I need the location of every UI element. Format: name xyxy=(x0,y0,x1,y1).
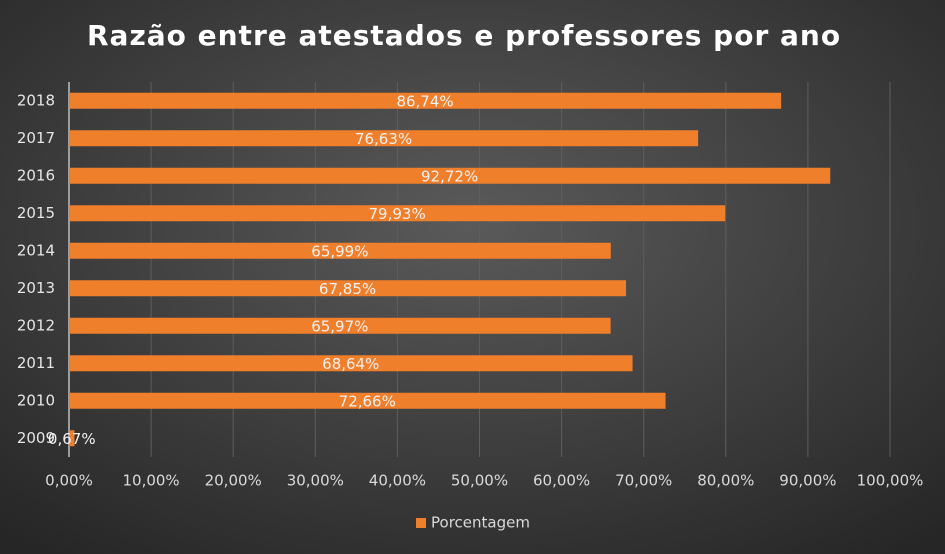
y-tick-label: 2015 xyxy=(17,204,55,222)
x-tick-label: 80,00% xyxy=(697,472,754,490)
y-tick-label: 2017 xyxy=(17,129,55,147)
y-tick-label: 2009 xyxy=(17,429,55,447)
bar xyxy=(69,280,627,297)
chart-title: Razão entre atestados e professores por … xyxy=(87,19,841,52)
y-tick-label: 2016 xyxy=(17,166,55,184)
x-tick-label: 100,00% xyxy=(857,472,924,490)
legend-swatch xyxy=(416,518,426,528)
legend-label: Porcentagem xyxy=(431,514,530,532)
bar xyxy=(69,392,666,409)
bar xyxy=(69,92,782,109)
data-label: 72,66% xyxy=(339,392,396,410)
x-tick-label: 40,00% xyxy=(369,472,426,490)
x-tick-label: 90,00% xyxy=(779,472,836,490)
y-tick-label: 2010 xyxy=(17,391,55,409)
data-label: 86,74% xyxy=(396,92,453,110)
data-label: 92,72% xyxy=(421,167,478,185)
bar xyxy=(69,430,75,447)
data-label: 67,85% xyxy=(319,280,376,298)
x-tick-label: 30,00% xyxy=(287,472,344,490)
bar xyxy=(69,167,831,184)
x-tick-label: 0,00% xyxy=(45,472,93,490)
bar xyxy=(69,205,726,222)
x-tick-label: 20,00% xyxy=(205,472,262,490)
y-tick-label: 2011 xyxy=(17,354,55,372)
data-label: 0,67% xyxy=(48,430,96,448)
y-tick-label: 2014 xyxy=(17,241,55,259)
y-tick-label: 2018 xyxy=(17,91,55,109)
bar xyxy=(69,130,699,147)
x-tick-label: 60,00% xyxy=(533,472,590,490)
data-label: 65,99% xyxy=(311,242,368,260)
x-tick-label: 50,00% xyxy=(451,472,508,490)
data-label: 79,93% xyxy=(369,205,426,223)
bar xyxy=(69,317,611,334)
y-tick-label: 2013 xyxy=(17,279,55,297)
data-label: 65,97% xyxy=(311,317,368,335)
data-label: 68,64% xyxy=(322,355,379,373)
y-tick-label: 2012 xyxy=(17,316,55,334)
data-label: 76,63% xyxy=(355,130,412,148)
x-tick-label: 10,00% xyxy=(122,472,179,490)
bar xyxy=(69,355,633,372)
bar xyxy=(69,242,611,259)
x-tick-label: 70,00% xyxy=(615,472,672,490)
